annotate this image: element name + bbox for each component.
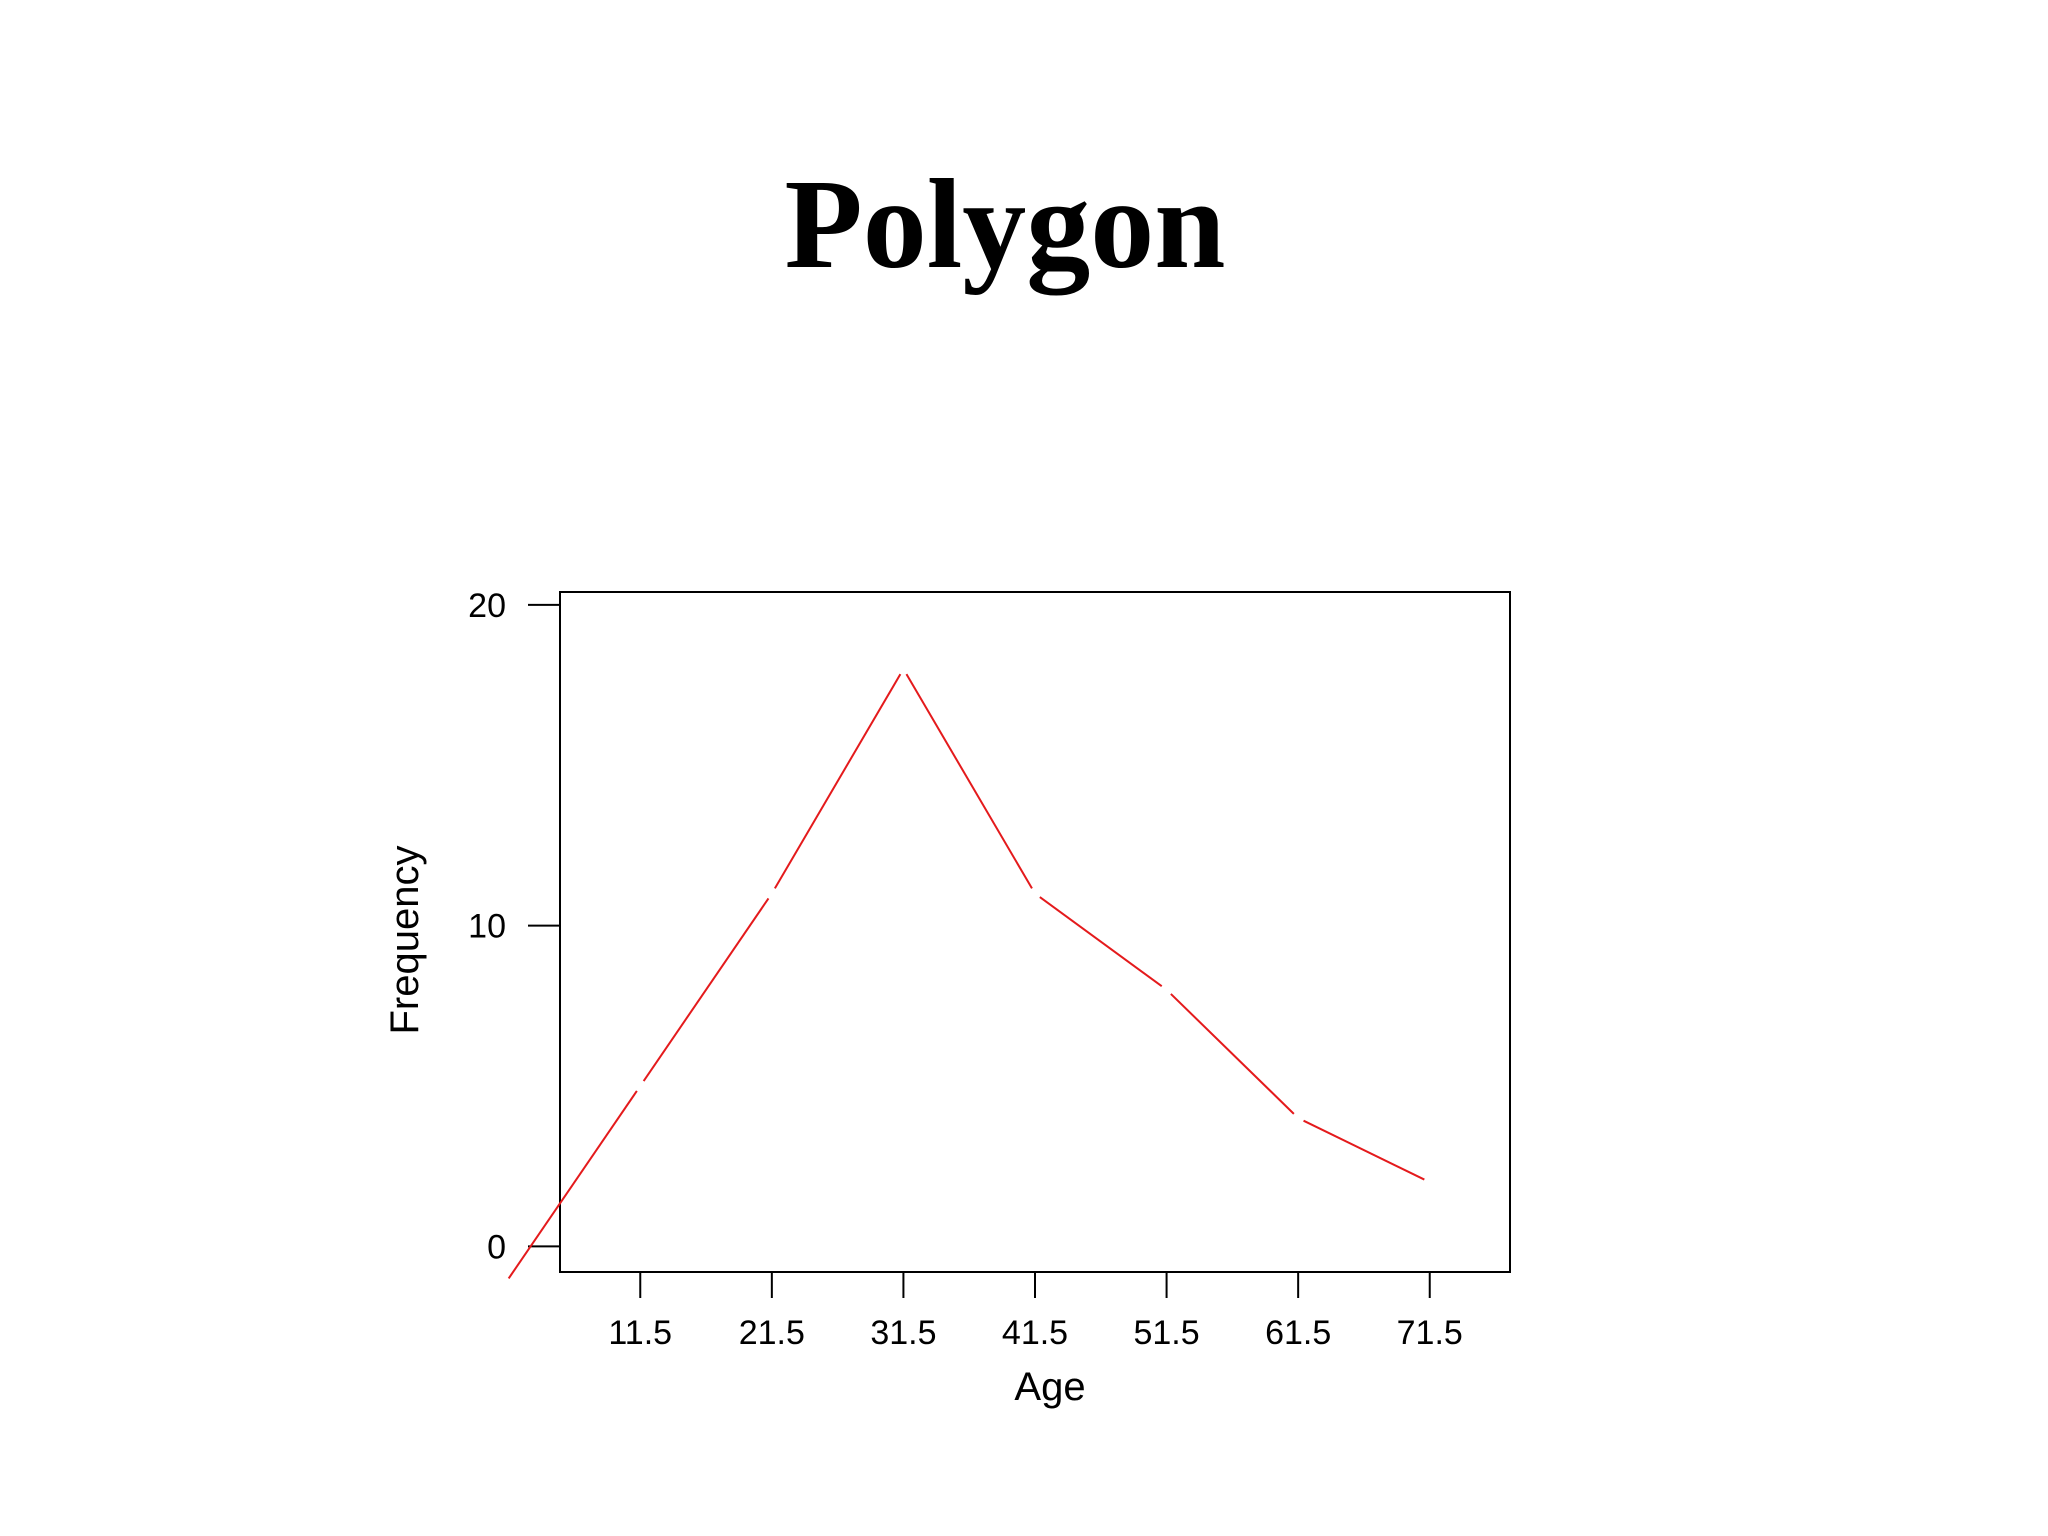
slide-title: Polygon: [784, 153, 1226, 295]
x-tick-label: 21.5: [739, 1314, 805, 1352]
series-segment: [1170, 993, 1295, 1115]
x-tick-label: 41.5: [1002, 1314, 1068, 1352]
series-segment: [642, 897, 770, 1082]
y-axis-title: Frequency: [383, 846, 427, 1035]
plot-frame: [559, 591, 1511, 1273]
series-segment: [1303, 1119, 1425, 1181]
x-tick-label: 71.5: [1397, 1314, 1463, 1352]
x-axis-title: Age: [1014, 1365, 1085, 1409]
x-axis: 11.5 21.5 31.5 41.5 51.5 61.5 71.5: [608, 1272, 1463, 1352]
frequency-series: [507, 673, 1425, 1279]
y-axis: 0 10 20: [468, 587, 560, 1266]
x-tick-label: 11.5: [608, 1314, 672, 1352]
y-tick-label: 10: [468, 908, 506, 946]
y-tick-label: 0: [487, 1228, 506, 1266]
series-segment: [1039, 896, 1163, 988]
series-segment: [905, 673, 1033, 889]
x-tick-label: 51.5: [1133, 1314, 1199, 1352]
series-segment: [507, 1090, 638, 1279]
x-tick-label: 61.5: [1265, 1314, 1331, 1352]
x-tick-label: 31.5: [870, 1314, 936, 1352]
series-segment: [774, 673, 902, 889]
y-tick-label: 20: [468, 587, 506, 625]
